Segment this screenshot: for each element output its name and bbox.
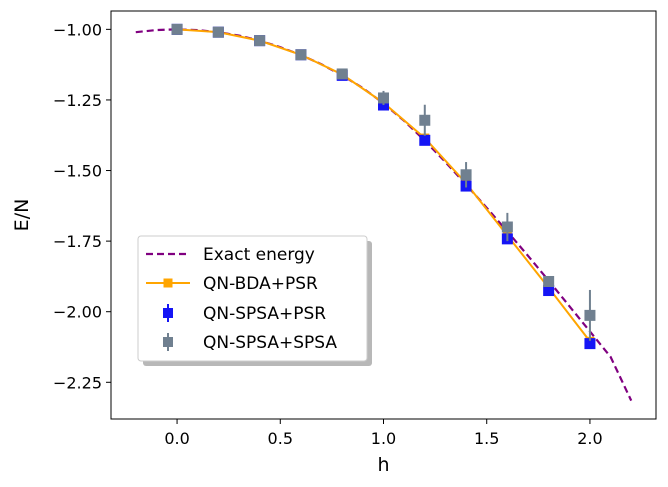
qn-spsa-psr-point [419,134,431,146]
y-axis-label: E/N [11,199,33,232]
x-tick-label: 2.0 [577,429,602,448]
qn-spsa-spsa-point [584,309,596,321]
legend-label: Exact energy [203,245,315,265]
legend-swatch-marker [163,278,173,288]
series-layer [135,23,633,402]
qn-spsa-spsa-point [378,92,389,104]
y-tick-label: −2.25 [53,373,102,392]
qn-spsa-spsa-point [212,26,224,38]
y-axis: −1.00 −1.25 −1.50 −1.75 −2.00 −2.25 [53,20,111,392]
y-tick-label: −1.00 [53,20,102,39]
legend: Exact energy QN-BDA+PSR QN-SPSA+PSR QN-SPSA… [137,235,372,366]
x-tick-label: 1.5 [474,429,499,448]
y-tick-label: −1.25 [53,91,102,110]
y-tick-label: −1.50 [53,162,102,181]
qn-spsa-spsa-point [501,221,513,233]
x-axis: 0.0 0.5 1.0 1.5 2.0 [164,419,603,448]
x-tick-label: 0.5 [268,429,293,448]
legend-label: QN-SPSA+PSR [203,304,326,324]
x-tick-label: 1.0 [371,429,396,448]
qn-spsa-spsa-point [460,169,472,181]
qn-spsa-psr-point [543,285,555,297]
qn-spsa-spsa-point [543,275,555,287]
y-tick-label: −2.00 [53,303,102,322]
qn-spsa-spsa-point [171,23,183,35]
legend-swatch-marker [163,308,173,318]
qn-spsa-psr-point [584,338,596,350]
x-axis-label: h [377,454,389,476]
qn-spsa-spsa-point [336,68,348,80]
legend-label: QN-BDA+PSR [203,274,318,294]
x-tick-label: 0.0 [164,429,189,448]
qn-spsa-spsa-point [419,114,431,126]
qn-spsa-spsa-point [254,35,266,47]
y-tick-label: −1.75 [53,232,102,251]
legend-box [137,235,368,362]
legend-label: QN-SPSA+SPSA [203,333,337,353]
legend-swatch-marker [163,337,173,347]
qn-spsa-spsa-point [295,49,307,61]
